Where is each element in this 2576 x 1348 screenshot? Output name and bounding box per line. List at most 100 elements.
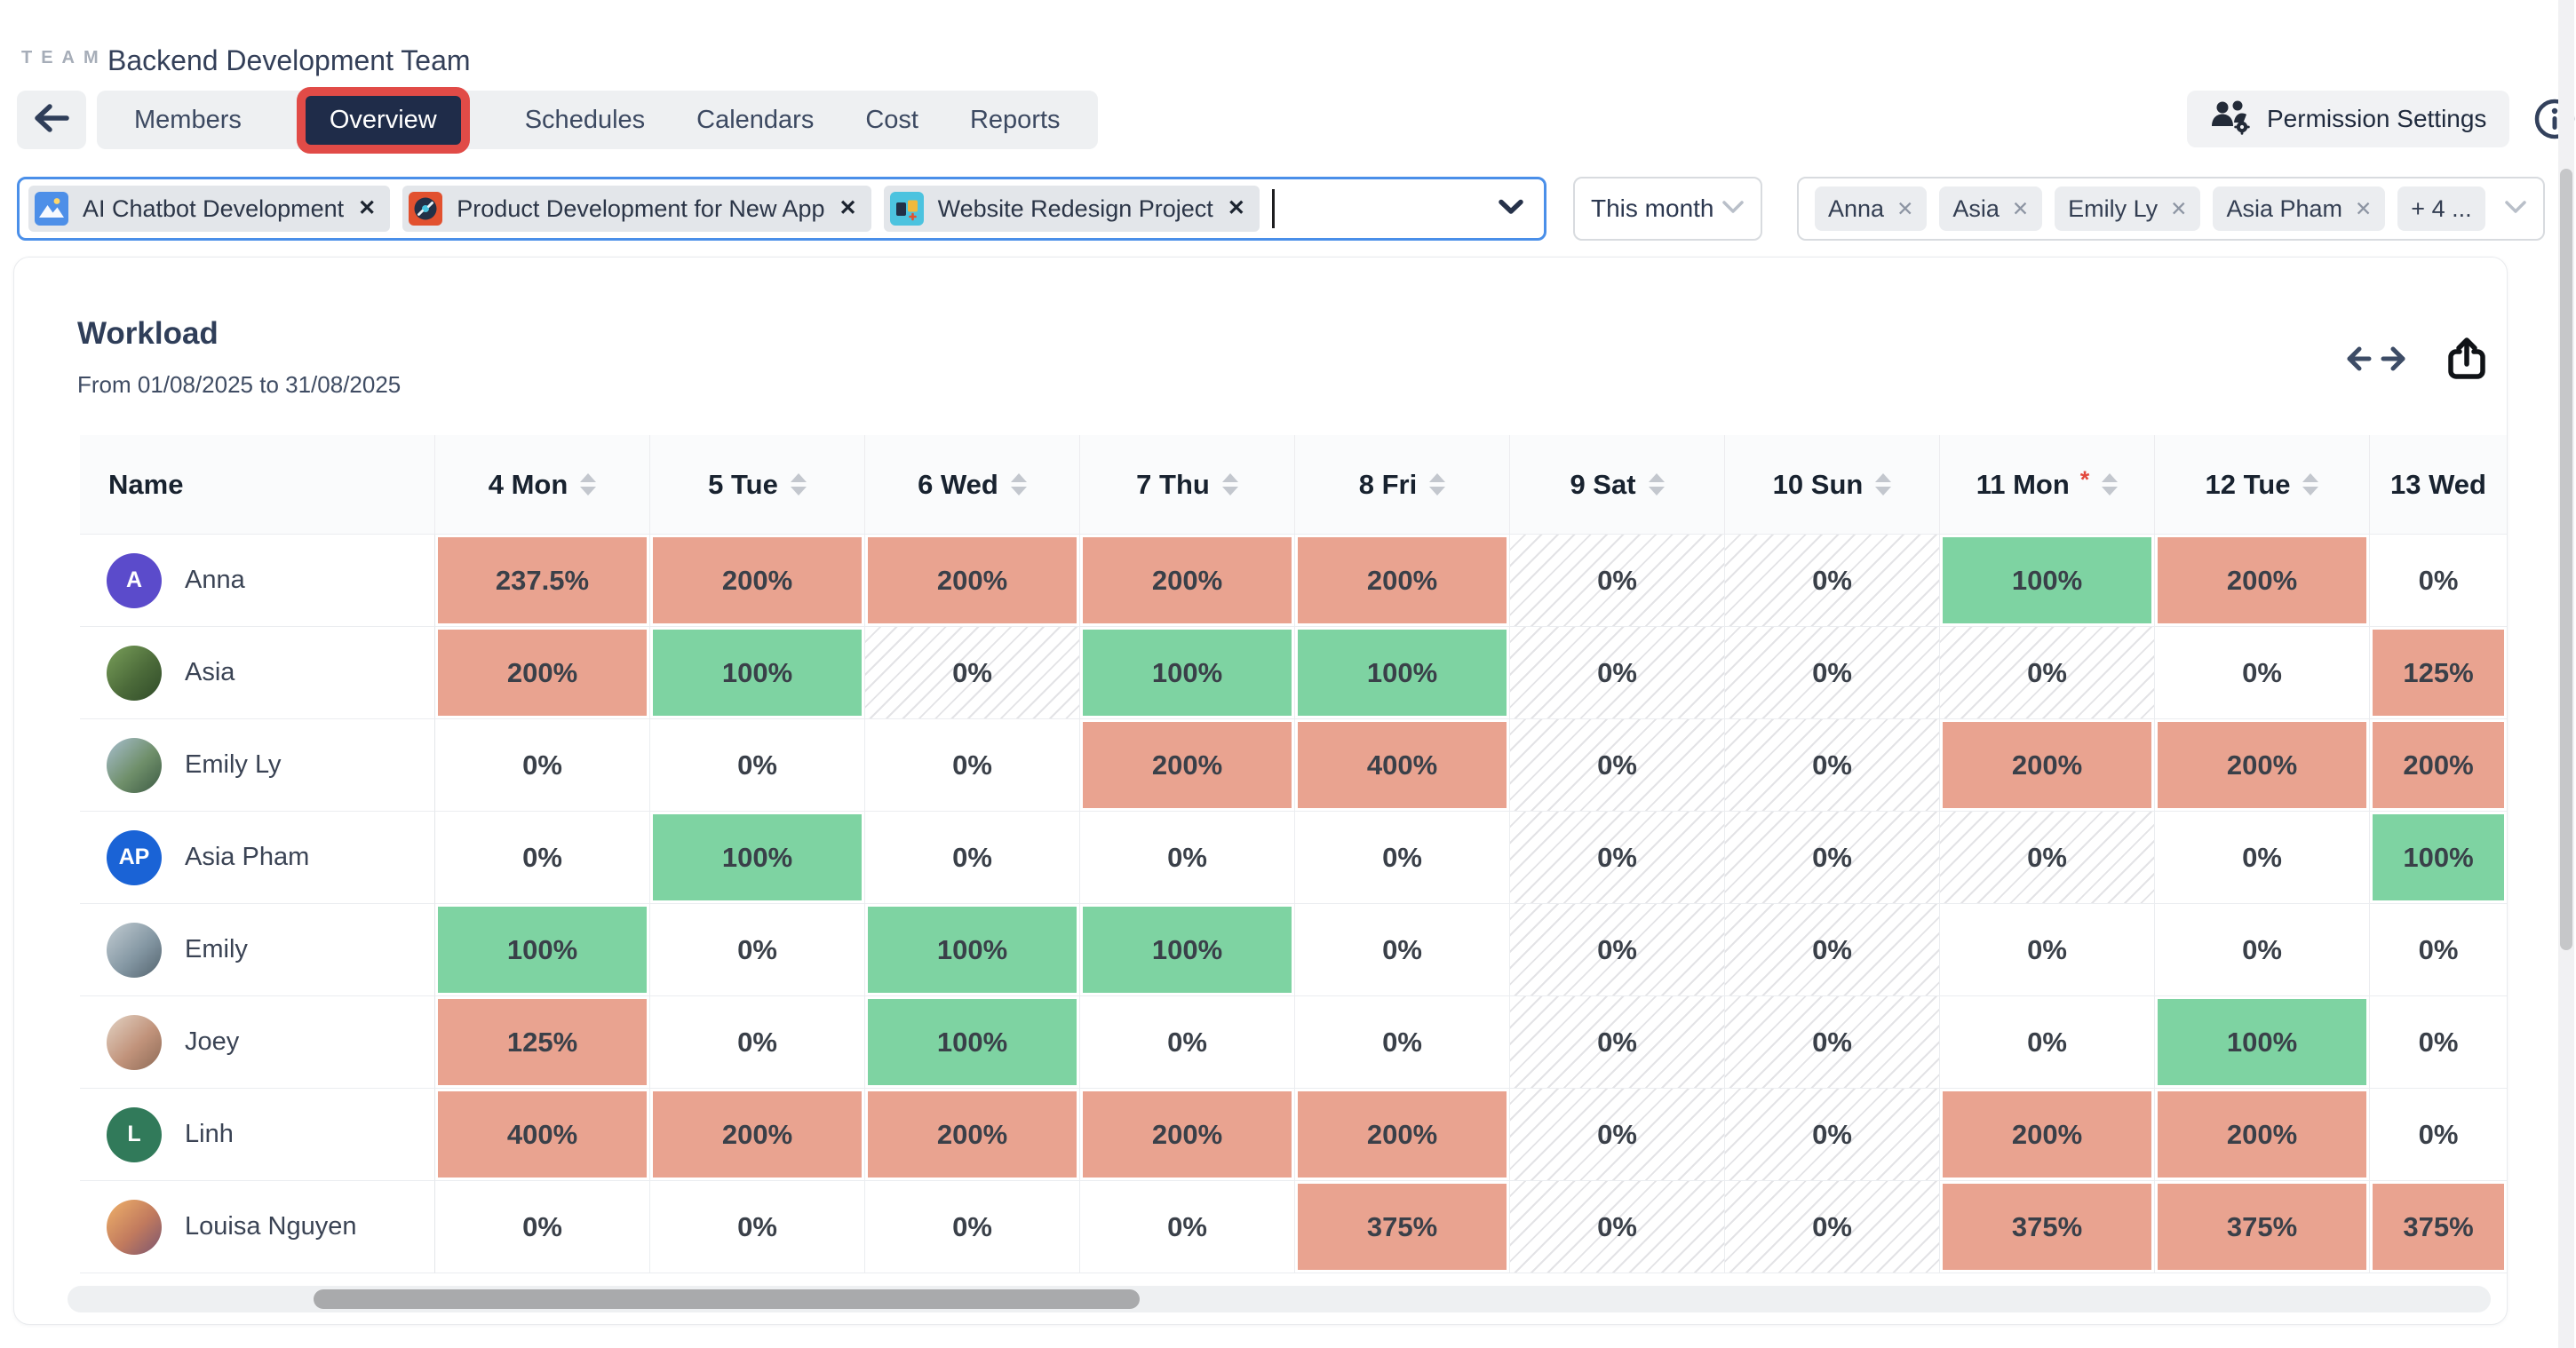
cell-value: 100%: [1151, 933, 1223, 965]
workload-cell: 100%: [865, 996, 1080, 1089]
sort-icon[interactable]: [1648, 473, 1665, 496]
column-label: 6 Wed: [918, 468, 998, 500]
column-header-4-mon[interactable]: 4 Mon: [435, 435, 650, 535]
member-chip-list: Anna ✕ Asia ✕ Emily Ly ✕ Asia Pham ✕ + 4 ...: [1815, 186, 2485, 231]
column-header-6-wed[interactable]: 6 Wed: [865, 435, 1080, 535]
sort-down-arrow-icon: [790, 487, 807, 496]
sort-up-arrow-icon: [1875, 473, 1892, 482]
avatar: L: [107, 1106, 162, 1162]
sort-icon[interactable]: [1221, 473, 1238, 496]
column-header-5-tue[interactable]: 5 Tue: [650, 435, 865, 535]
workload-cell: 100%: [865, 904, 1080, 996]
member-chip-label: Anna: [1828, 194, 1885, 222]
chevron-down-icon[interactable]: [2504, 200, 2527, 218]
project-multiselect[interactable]: AI Chatbot Development ✕ Product Developme…: [17, 177, 1546, 241]
workload-cell: 0%: [1510, 812, 1725, 904]
tab-calendars[interactable]: Calendars: [696, 105, 815, 134]
column-label: 9 Sat: [1570, 468, 1636, 500]
workload-cell: 200%: [1940, 1089, 2155, 1181]
expand-width-icon[interactable]: [2345, 345, 2407, 377]
column-label: 12 Tue: [2205, 468, 2291, 500]
remove-chip-icon[interactable]: ✕: [839, 196, 857, 220]
member-overflow-label: + 4 ...: [2411, 194, 2472, 222]
period-dropdown[interactable]: This month: [1573, 177, 1762, 241]
remove-chip-icon[interactable]: ✕: [2170, 196, 2188, 220]
sort-icon[interactable]: [2102, 473, 2119, 496]
sort-icon[interactable]: [790, 473, 807, 496]
sort-down-arrow-icon: [1429, 487, 1446, 496]
workload-cell: 0%: [1725, 996, 1940, 1089]
cell-value: 200%: [721, 564, 793, 596]
sort-up-arrow-icon: [790, 473, 807, 482]
tab-schedules[interactable]: Schedules: [524, 105, 646, 134]
workload-cell: 0%: [865, 627, 1080, 719]
back-button[interactable]: [17, 91, 86, 149]
member-name-cell: Joey: [80, 996, 435, 1089]
permission-settings-button[interactable]: Permission Settings: [2187, 91, 2510, 147]
column-header-8-fri[interactable]: 8 Fri: [1295, 435, 1510, 535]
workload-cell: 125%: [435, 996, 650, 1089]
member-chip-label: Asia: [1952, 194, 2000, 222]
chevron-down-icon[interactable]: [1498, 199, 1524, 219]
remove-chip-icon[interactable]: ✕: [2011, 196, 2030, 220]
sort-up-arrow-icon: [1221, 473, 1238, 482]
export-icon[interactable]: [2446, 336, 2487, 386]
tab-reports[interactable]: Reports: [969, 105, 1061, 134]
cell-value: 100%: [721, 841, 793, 873]
cell-value: 0%: [737, 1210, 777, 1242]
cell-value: 200%: [936, 564, 1008, 596]
cell-value: 200%: [2011, 1118, 2083, 1150]
sort-icon[interactable]: [2302, 473, 2319, 496]
workload-cell: 100%: [650, 627, 865, 719]
sort-icon[interactable]: [1010, 473, 1027, 496]
column-header-9-sat[interactable]: 9 Sat: [1510, 435, 1725, 535]
workload-cell: 100%: [2370, 812, 2507, 904]
sort-icon[interactable]: [1429, 473, 1446, 496]
workload-cell: 0%: [865, 812, 1080, 904]
tab-overview[interactable]: Overview: [305, 95, 461, 145]
column-header-10-sun[interactable]: 10 Sun: [1725, 435, 1940, 535]
workload-cell: 0%: [2370, 996, 2507, 1089]
workload-cell: 200%: [1080, 719, 1295, 812]
workload-cell: 0%: [2370, 904, 2507, 996]
column-header-12-tue[interactable]: 12 Tue: [2155, 435, 2370, 535]
project-chip-website-redesign-project: Website Redesign Project ✕: [883, 186, 1260, 232]
cell-value: 0%: [522, 841, 562, 873]
workload-cell: 200%: [2155, 1089, 2370, 1181]
member-name-cell: Emily: [80, 904, 435, 996]
cell-value: 375%: [2403, 1210, 2474, 1242]
column-header-11-mon[interactable]: 11 Mon *: [1940, 435, 2155, 535]
sort-icon[interactable]: [580, 473, 597, 496]
workload-cell: 400%: [435, 1089, 650, 1181]
workload-cell: 200%: [1080, 1089, 1295, 1181]
cell-value: 100%: [506, 933, 578, 965]
column-header-7-thu[interactable]: 7 Thu: [1080, 435, 1295, 535]
image-mountain-icon: [35, 192, 68, 226]
vertical-scrollbar-thumb[interactable]: [2560, 169, 2572, 950]
horizontal-scrollbar[interactable]: [68, 1286, 2491, 1312]
cell-value: 0%: [2418, 564, 2459, 596]
remove-chip-icon[interactable]: ✕: [358, 196, 377, 220]
avatar: [107, 922, 162, 978]
workload-cell: 200%: [865, 535, 1080, 627]
workload-cell: 0%: [2370, 535, 2507, 627]
workload-cell: 200%: [2370, 719, 2507, 812]
tab-cost[interactable]: Cost: [865, 105, 918, 134]
vertical-scrollbar[interactable]: [2558, 0, 2574, 1348]
remove-chip-icon[interactable]: ✕: [1896, 196, 1914, 220]
cell-value: 200%: [1151, 1118, 1223, 1150]
member-multiselect[interactable]: Anna ✕ Asia ✕ Emily Ly ✕ Asia Pham ✕ + 4 ...: [1797, 177, 2545, 241]
workload-cell: 0%: [1510, 1181, 1725, 1273]
column-label: 10 Sun: [1772, 468, 1864, 500]
workload-cell: 0%: [435, 812, 650, 904]
sort-icon[interactable]: [1875, 473, 1892, 496]
remove-chip-icon[interactable]: ✕: [1227, 196, 1245, 220]
remove-chip-icon[interactable]: ✕: [2355, 196, 2373, 220]
horizontal-scrollbar-thumb[interactable]: [314, 1289, 1140, 1309]
cell-value: 200%: [1151, 749, 1223, 781]
sort-up-arrow-icon: [580, 473, 597, 482]
workload-cell: 0%: [1940, 996, 2155, 1089]
member-overflow-chip[interactable]: + 4 ...: [2397, 186, 2485, 231]
tab-members[interactable]: Members: [134, 105, 242, 134]
workload-cell: 0%: [1725, 1089, 1940, 1181]
